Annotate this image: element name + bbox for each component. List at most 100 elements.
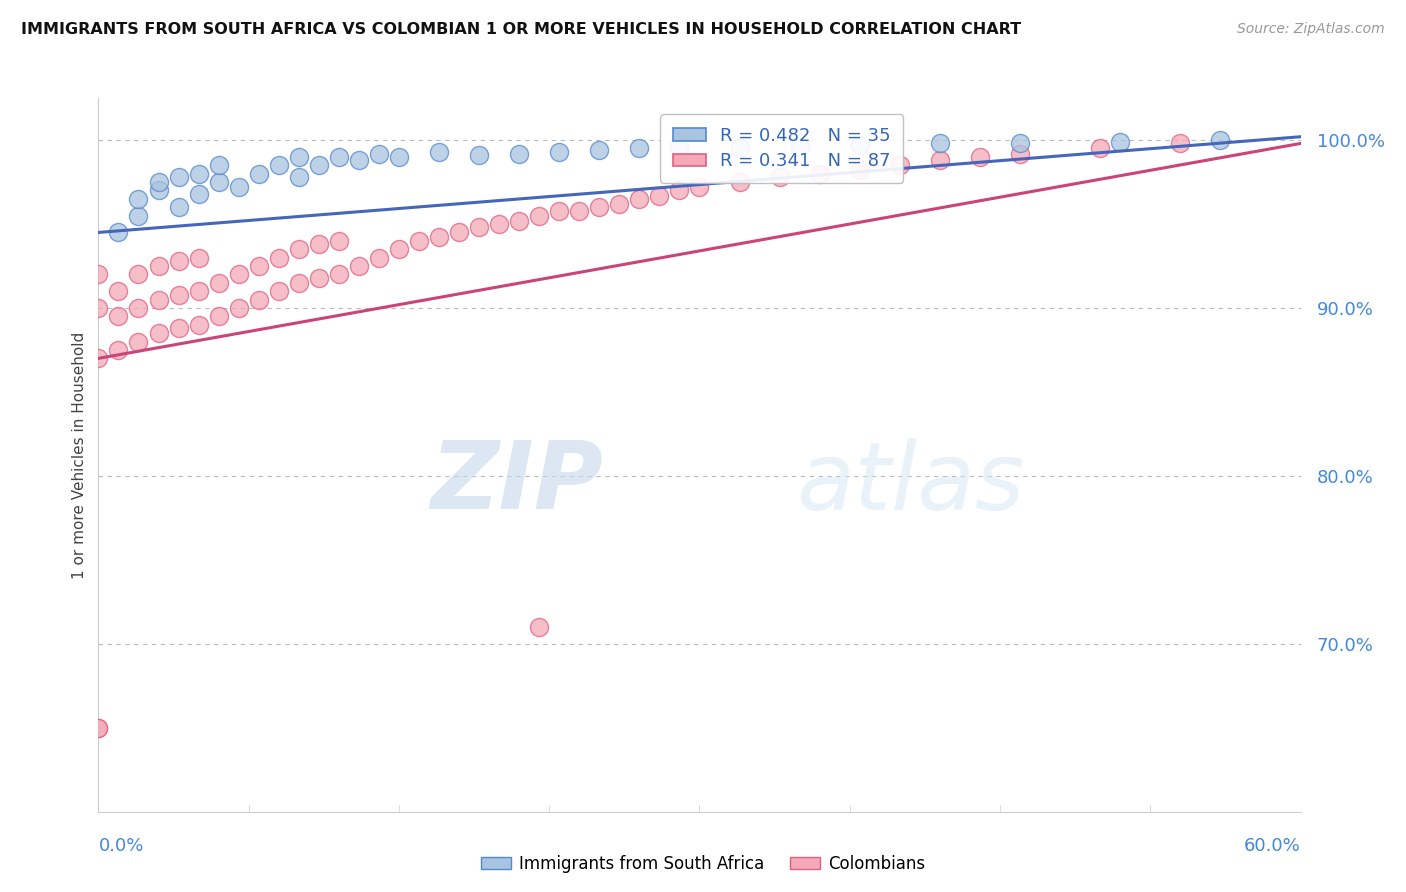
Point	[167, 254, 190, 268]
Point	[668, 184, 690, 198]
Point	[187, 167, 209, 181]
Point	[267, 158, 290, 172]
Point	[969, 150, 991, 164]
Point	[247, 293, 270, 307]
Text: 60.0%: 60.0%	[1244, 837, 1301, 855]
Point	[1088, 141, 1111, 155]
Point	[167, 169, 190, 184]
Point	[588, 143, 610, 157]
Text: ZIP: ZIP	[430, 437, 603, 530]
Point	[187, 186, 209, 201]
Point	[368, 251, 391, 265]
Point	[208, 175, 231, 189]
Point	[789, 140, 811, 154]
Point	[1109, 135, 1132, 149]
Point	[187, 318, 209, 332]
Point	[228, 301, 250, 315]
Point	[447, 226, 470, 240]
Point	[529, 209, 551, 223]
Point	[308, 270, 330, 285]
Legend: Immigrants from South Africa, Colombians: Immigrants from South Africa, Colombians	[474, 848, 932, 880]
Point	[889, 158, 911, 172]
Text: IMMIGRANTS FROM SOUTH AFRICA VS COLOMBIAN 1 OR MORE VEHICLES IN HOUSEHOLD CORREL: IMMIGRANTS FROM SOUTH AFRICA VS COLOMBIA…	[21, 22, 1021, 37]
Point	[107, 310, 129, 324]
Point	[328, 234, 350, 248]
Point	[548, 203, 571, 218]
Point	[648, 188, 671, 202]
Point	[468, 220, 491, 235]
Point	[849, 163, 872, 178]
Point	[87, 268, 110, 282]
Point	[508, 213, 530, 227]
Point	[107, 226, 129, 240]
Point	[808, 167, 831, 181]
Point	[468, 148, 491, 162]
Point	[1010, 136, 1032, 151]
Point	[107, 284, 129, 298]
Point	[208, 158, 231, 172]
Point	[529, 620, 551, 634]
Point	[548, 145, 571, 159]
Point	[167, 321, 190, 335]
Text: atlas: atlas	[796, 438, 1024, 529]
Point	[228, 180, 250, 194]
Point	[288, 242, 311, 256]
Point	[668, 140, 690, 154]
Point	[628, 141, 651, 155]
Legend: R = 0.482   N = 35, R = 0.341   N = 87: R = 0.482 N = 35, R = 0.341 N = 87	[661, 114, 903, 183]
Point	[247, 259, 270, 273]
Text: 0.0%: 0.0%	[98, 837, 143, 855]
Point	[208, 276, 231, 290]
Point	[388, 242, 411, 256]
Point	[267, 251, 290, 265]
Point	[408, 234, 430, 248]
Point	[308, 158, 330, 172]
Point	[368, 146, 391, 161]
Point	[347, 153, 370, 168]
Point	[347, 259, 370, 273]
Point	[688, 180, 710, 194]
Point	[87, 301, 110, 315]
Point	[128, 209, 150, 223]
Point	[568, 203, 591, 218]
Point	[148, 293, 170, 307]
Point	[427, 230, 450, 244]
Point	[148, 259, 170, 273]
Point	[588, 200, 610, 214]
Point	[107, 343, 129, 357]
Point	[849, 138, 872, 153]
Point	[609, 197, 631, 211]
Point	[628, 192, 651, 206]
Point	[128, 301, 150, 315]
Point	[148, 326, 170, 341]
Point	[308, 237, 330, 252]
Point	[288, 169, 311, 184]
Point	[267, 284, 290, 298]
Point	[328, 150, 350, 164]
Point	[87, 351, 110, 366]
Point	[508, 146, 530, 161]
Point	[187, 251, 209, 265]
Point	[167, 200, 190, 214]
Point	[128, 268, 150, 282]
Point	[148, 175, 170, 189]
Point	[929, 153, 952, 168]
Y-axis label: 1 or more Vehicles in Household: 1 or more Vehicles in Household	[72, 331, 87, 579]
Point	[128, 334, 150, 349]
Point	[228, 268, 250, 282]
Point	[1170, 136, 1192, 151]
Point	[388, 150, 411, 164]
Point	[488, 217, 510, 231]
Point	[87, 721, 110, 735]
Point	[427, 145, 450, 159]
Point	[128, 192, 150, 206]
Point	[87, 721, 110, 735]
Point	[247, 167, 270, 181]
Point	[167, 287, 190, 301]
Point	[728, 175, 751, 189]
Point	[728, 141, 751, 155]
Point	[328, 268, 350, 282]
Point	[768, 169, 790, 184]
Point	[1209, 133, 1232, 147]
Point	[288, 150, 311, 164]
